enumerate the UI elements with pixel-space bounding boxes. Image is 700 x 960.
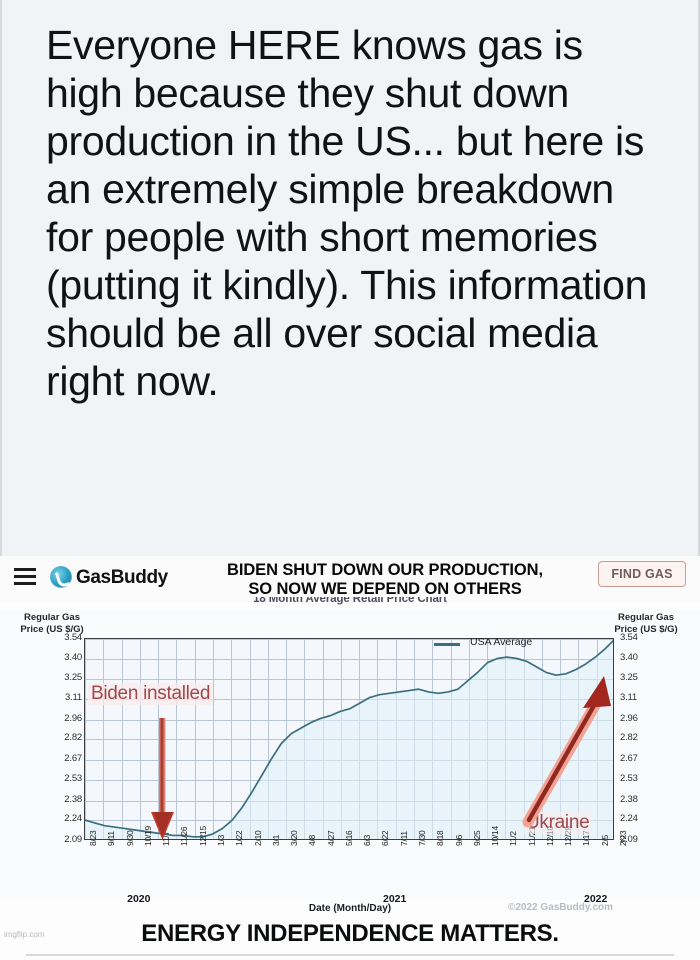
x-tick-label: 4/27	[325, 830, 336, 846]
gridline-vertical	[139, 639, 141, 839]
gridline-vertical	[267, 639, 269, 839]
plot-area	[84, 638, 614, 840]
x-tick-label: 8/23	[88, 830, 98, 846]
chart-subtitle: 18 Month Average Retail Price Chart	[0, 597, 700, 610]
x-axis-year-label: 2021	[383, 893, 407, 905]
chart-subtitle-text: 18 Month Average Retail Price Chart	[253, 597, 447, 605]
y-tick-label: 2.82	[620, 732, 638, 744]
gridline-horizontal	[85, 639, 613, 640]
y-axis-caption-left: Regular Gas Price (US $/G)	[6, 612, 98, 636]
x-tick-label: 1/3	[215, 834, 226, 846]
y-axis-caption-left-line2: Price (US $/G)	[20, 623, 84, 635]
overlay-headline-line2: SO NOW WE DEPEND ON OTHERS	[248, 580, 522, 599]
x-tick-label: 6/22	[380, 830, 391, 846]
price-chart: Regular Gas Price (US $/G) Regular Gas P…	[0, 610, 700, 905]
x-axis-year-label: 2022	[584, 893, 608, 905]
x-tick-label: 9/11	[106, 831, 117, 846]
x-tick-label: 2/10	[252, 830, 263, 846]
x-tick-label: 2/5	[599, 834, 610, 846]
y-tick-label: 3.25	[620, 672, 638, 684]
y-axis-caption-left-line1: Regular Gas	[24, 612, 80, 623]
x-tick-label: 7/30	[417, 830, 427, 846]
y-tick-label: 3.40	[64, 651, 82, 663]
gridline-vertical	[103, 639, 105, 839]
y-tick-label: 2.09	[64, 834, 82, 845]
y-tick-label: 3.11	[620, 691, 637, 703]
y-tick-label: 3.54	[64, 632, 82, 643]
gridline-vertical	[194, 639, 196, 839]
y-tick-label: 2.67	[620, 753, 638, 765]
x-tick-label: 2/23	[618, 830, 628, 846]
y-tick-label: 3.25	[64, 672, 82, 684]
x-tick-label: 11/26	[179, 826, 190, 846]
gridline-vertical	[212, 639, 214, 839]
y-tick-label: 2.53	[620, 772, 638, 784]
y-tick-label: 3.54	[620, 632, 638, 643]
x-tick-label: 9/6	[453, 834, 464, 846]
gridline-vertical	[176, 639, 178, 839]
overlay-headline-line1: BIDEN SHUT DOWN OUR PRODUCTION,	[227, 561, 543, 579]
bottom-caption: ENERGY INDEPENDENCE MATTERS.	[141, 920, 559, 947]
y-tick-label: 3.40	[620, 651, 638, 663]
x-tick-label: 5/16	[343, 830, 354, 846]
y-axis-caption-right-line1: Regular Gas	[618, 612, 674, 623]
bottom-divider	[26, 954, 674, 956]
annotation-ukraine: Ukraine	[524, 812, 592, 834]
legend-line-swatch	[434, 643, 460, 646]
y-tick-label: 2.24	[620, 813, 638, 825]
x-tick-label: 10/19	[142, 826, 153, 846]
brand-name: GasBuddy	[76, 567, 168, 588]
y-tick-label: 2.67	[64, 753, 82, 765]
gridline-horizontal	[85, 679, 613, 681]
x-tick-label: 4/8	[307, 834, 318, 846]
y-tick-label: 2.38	[620, 793, 638, 805]
y-tick-label: 3.11	[65, 691, 82, 703]
x-tick-label: 11/2	[508, 831, 519, 846]
y-tick-label: 2.38	[64, 793, 82, 805]
gridline-horizontal	[85, 698, 613, 700]
x-tick-label: 10/14	[490, 826, 501, 846]
y-tick-label: 2.24	[64, 813, 82, 825]
gridline-vertical	[121, 639, 123, 839]
y-tick-label: 2.82	[64, 732, 82, 744]
x-tick-label: 9/30	[124, 830, 135, 846]
hamburger-icon[interactable]	[14, 568, 36, 585]
gridline-vertical	[249, 639, 251, 839]
find-gas-button[interactable]: FIND GAS	[598, 561, 686, 587]
x-tick-label: 3/20	[289, 830, 299, 846]
gridline-vertical	[85, 639, 86, 839]
x-axis-title: Date (Month/Day)	[308, 903, 392, 914]
y-tick-label: 2.96	[620, 712, 638, 724]
copyright-text: ©2022 GasBuddy.com	[508, 902, 613, 913]
x-tick-label: 11/7	[161, 831, 172, 846]
gasbuddy-header: GasBuddy BIDEN SHUT DOWN OUR PRODUCTION,…	[0, 556, 700, 602]
x-tick-label: 8/18	[435, 830, 446, 846]
legend-label-usa-average: USA Average	[470, 636, 533, 648]
x-tick-label: 3/1	[270, 834, 281, 846]
x-tick-label: 6/3	[362, 834, 373, 846]
x-tick-label: 1/22	[234, 830, 245, 846]
x-tick-label: 7/11	[398, 831, 409, 846]
overlay-headline: BIDEN SHUT DOWN OUR PRODUCTION, SO NOW W…	[180, 561, 590, 600]
annotation-biden-installed: Biden installed	[88, 683, 214, 705]
y-axis-caption-right: Regular Gas Price (US $/G)	[600, 612, 692, 636]
imgflip-watermark: imgflip.com	[4, 930, 45, 939]
x-axis-year-label: 2020	[127, 893, 151, 905]
y-tick-label: 2.09	[620, 834, 638, 845]
usa-average-line	[85, 639, 613, 839]
y-axis-caption-right-line2: Price (US $/G)	[614, 623, 678, 635]
y-tick-label: 2.96	[64, 712, 82, 724]
x-tick-label: 9/25	[471, 830, 482, 846]
x-tick-label: 12/15	[197, 826, 208, 846]
meme-text-panel: Everyone HERE knows gas is high because …	[0, 0, 700, 556]
meme-text: Everyone HERE knows gas is high because …	[46, 22, 648, 404]
gridline-vertical	[231, 639, 233, 839]
gridline-horizontal	[85, 658, 613, 660]
gridline-vertical	[158, 639, 160, 839]
y-tick-label: 2.53	[64, 772, 82, 784]
gasbuddy-droplet-icon	[50, 566, 72, 588]
